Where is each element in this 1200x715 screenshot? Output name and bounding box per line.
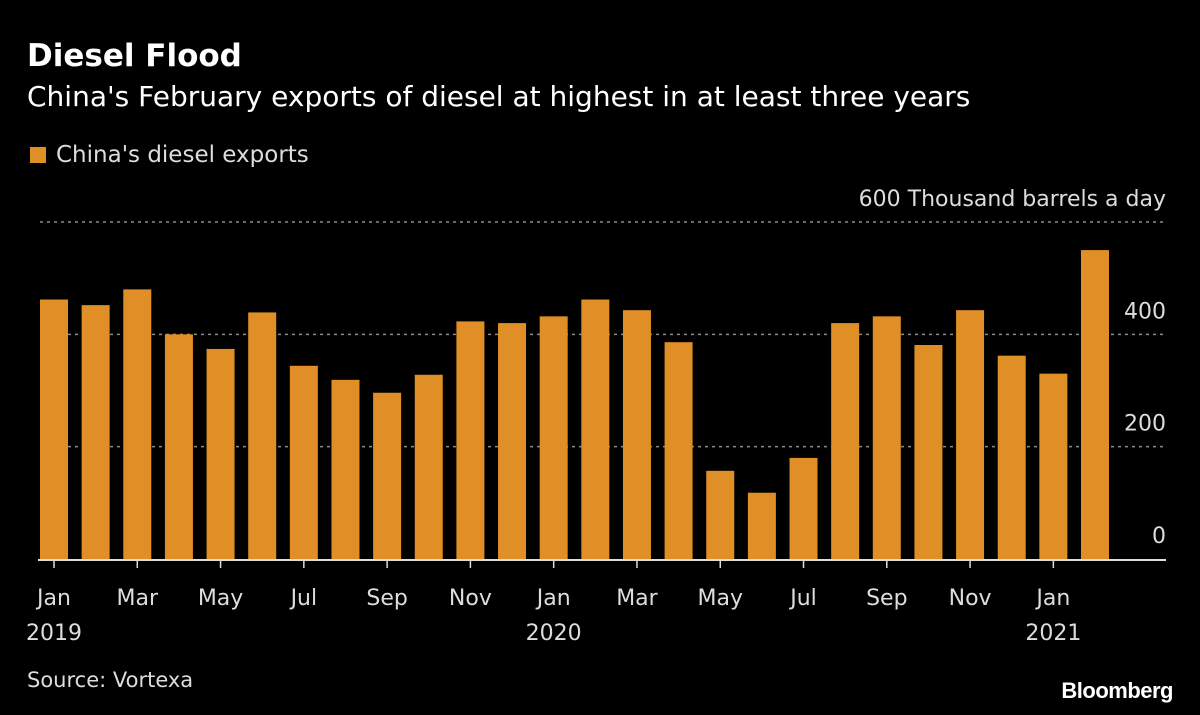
source-note: Source: Vortexa bbox=[27, 668, 194, 692]
x-tick-label: May bbox=[697, 586, 742, 611]
bar-aug-2019 bbox=[331, 379, 360, 559]
x-tick-label: Sep bbox=[866, 586, 907, 611]
bar-oct-2020 bbox=[914, 345, 943, 559]
bar-jun-2019 bbox=[248, 312, 277, 559]
chart-subtitle: China's February exports of diesel at hi… bbox=[27, 80, 971, 113]
bar-nov-2019 bbox=[456, 321, 485, 559]
y-tick-label: 200 bbox=[1124, 412, 1166, 437]
bar-nov-2020 bbox=[956, 310, 985, 559]
x-year-label: 2020 bbox=[526, 621, 582, 646]
bar-feb-2020 bbox=[581, 299, 610, 559]
x-tick-label: Jul bbox=[289, 586, 318, 611]
bar-jul-2020 bbox=[789, 457, 818, 559]
bar-feb-2019 bbox=[81, 305, 110, 559]
bar-sep-2020 bbox=[872, 316, 901, 559]
bar-mar-2020 bbox=[622, 310, 651, 559]
bar-mar-2019 bbox=[123, 289, 152, 559]
x-tick-label: May bbox=[198, 586, 243, 611]
bar-jan-2020 bbox=[539, 316, 568, 559]
bar-oct-2019 bbox=[414, 374, 443, 559]
bar-jul-2019 bbox=[289, 365, 318, 559]
bar-jun-2020 bbox=[747, 492, 776, 559]
bar-sep-2019 bbox=[373, 392, 402, 559]
bar-feb-2021 bbox=[1081, 250, 1109, 560]
x-tick-label: Jul bbox=[788, 586, 817, 611]
x-tick-label: Mar bbox=[616, 586, 658, 611]
bar-may-2019 bbox=[206, 348, 235, 559]
bar-jan-2019 bbox=[40, 299, 68, 559]
bar-dec-2019 bbox=[498, 323, 527, 559]
bar-apr-2020 bbox=[664, 342, 693, 559]
x-year-label: 2019 bbox=[26, 621, 82, 646]
x-tick-label: Nov bbox=[949, 586, 992, 611]
bar-dec-2020 bbox=[997, 355, 1026, 559]
bloomberg-logo: Bloomberg bbox=[1061, 678, 1173, 703]
bar-aug-2020 bbox=[831, 323, 860, 559]
x-tick-label: Jan bbox=[535, 586, 571, 611]
x-year-label: 2021 bbox=[1025, 621, 1081, 646]
y-tick-label: 600 Thousand barrels a day bbox=[859, 187, 1166, 212]
bar-jan-2021 bbox=[1039, 373, 1068, 559]
legend-label: China's diesel exports bbox=[56, 142, 309, 168]
x-tick-label: Mar bbox=[117, 586, 159, 611]
bar-may-2020 bbox=[706, 470, 735, 559]
legend-swatch bbox=[30, 147, 46, 163]
x-tick-label: Sep bbox=[366, 586, 407, 611]
x-tick-label: Jan bbox=[1034, 586, 1070, 611]
x-tick-label: Nov bbox=[449, 586, 492, 611]
x-tick-label: Jan bbox=[35, 586, 71, 611]
y-tick-label: 400 bbox=[1124, 299, 1166, 324]
legend: China's diesel exports bbox=[30, 142, 309, 168]
y-tick-label: 0 bbox=[1152, 524, 1166, 549]
bar-apr-2019 bbox=[164, 334, 193, 559]
chart-title: Diesel Flood bbox=[27, 38, 242, 74]
